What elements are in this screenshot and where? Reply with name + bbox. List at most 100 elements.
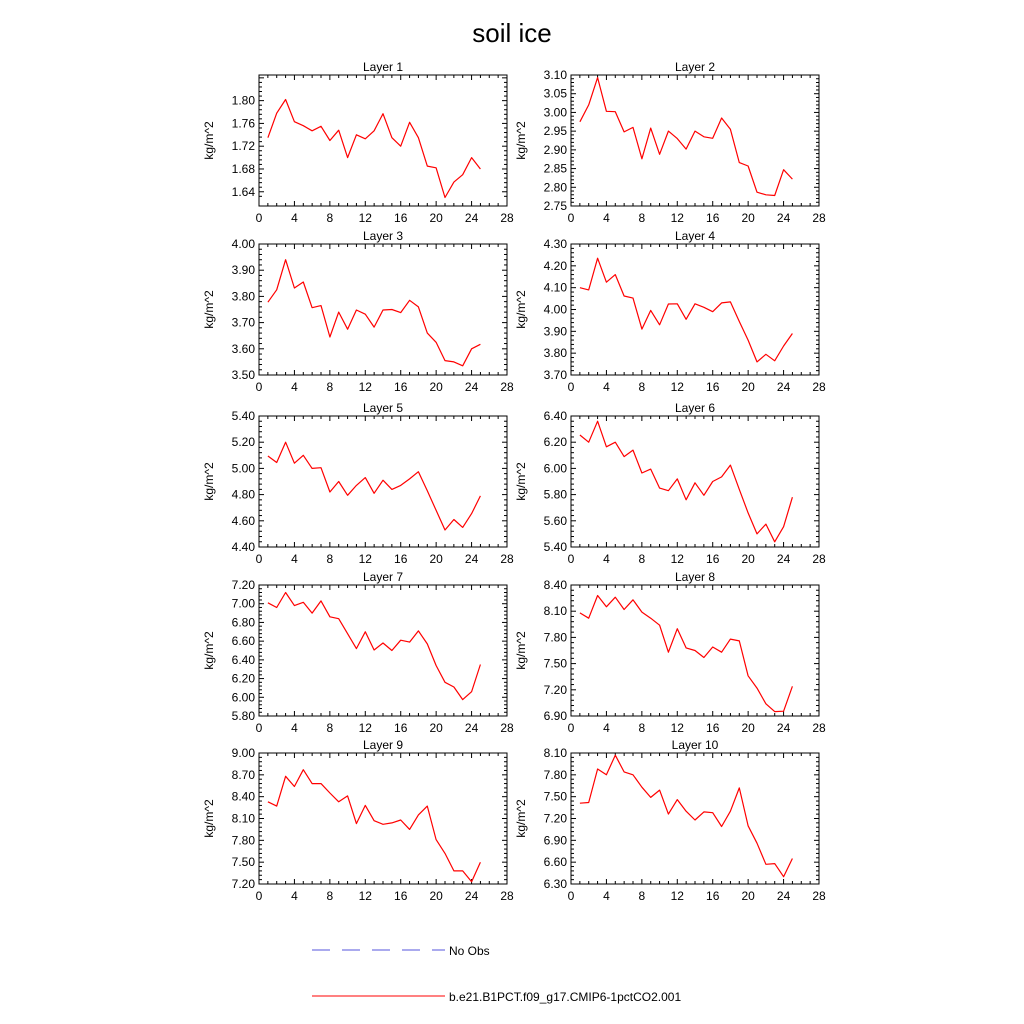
x-tick-label: 24 xyxy=(777,889,791,903)
x-tick-label: 24 xyxy=(465,889,479,903)
y-tick-label: 6.60 xyxy=(232,634,256,648)
y-tick-label: 2.85 xyxy=(544,162,568,176)
figure-title: soil ice xyxy=(472,18,551,48)
y-tick-label: 5.80 xyxy=(232,709,256,723)
panel-title: Layer 5 xyxy=(363,401,403,415)
x-tick-label: 16 xyxy=(706,380,720,394)
plot-frame xyxy=(570,74,820,207)
y-tick-label: 3.70 xyxy=(232,316,256,330)
panel-title: Layer 4 xyxy=(675,229,715,243)
y-tick-label: 6.00 xyxy=(544,461,568,475)
x-tick-label: 24 xyxy=(777,552,791,566)
panel-title: Layer 9 xyxy=(363,738,403,752)
x-tick-label: 8 xyxy=(327,889,334,903)
x-tick-label: 8 xyxy=(639,552,646,566)
x-tick-label: 0 xyxy=(568,380,575,394)
y-tick-label: 7.00 xyxy=(232,597,256,611)
panel-title: Layer 1 xyxy=(363,60,403,74)
x-tick-label: 8 xyxy=(327,211,334,225)
y-tick-label: 9.00 xyxy=(232,746,256,760)
y-tick-label: 6.40 xyxy=(232,653,256,667)
x-tick-label: 28 xyxy=(812,721,826,735)
y-tick-label: 8.40 xyxy=(232,790,256,804)
x-tick-label: 12 xyxy=(671,552,685,566)
x-tick-label: 12 xyxy=(359,552,373,566)
plot-frame xyxy=(258,752,508,885)
x-tick-label: 28 xyxy=(500,889,514,903)
x-tick-label: 4 xyxy=(291,380,298,394)
y-tick-label: 4.10 xyxy=(544,281,568,295)
y-tick-label: 7.20 xyxy=(544,683,568,697)
y-tick-label: 2.90 xyxy=(544,143,568,157)
y-tick-label: 7.50 xyxy=(232,855,256,869)
y-tick-label: 3.80 xyxy=(232,289,256,303)
y-tick-label: 3.10 xyxy=(544,68,568,82)
y-tick-label: 3.90 xyxy=(232,263,256,277)
x-tick-label: 8 xyxy=(639,211,646,225)
x-tick-label: 28 xyxy=(500,380,514,394)
series-line-layer-10 xyxy=(579,754,793,878)
y-tick-label: 4.80 xyxy=(232,488,256,502)
panel-layer-8: Layer 8 kg/m^2 0 4 8 12 16 20 24 28 6.90 7.20 7.50 7.… xyxy=(514,570,826,735)
x-tick-label: 16 xyxy=(394,721,408,735)
x-tick-label: 20 xyxy=(429,211,443,225)
x-tick-label: 0 xyxy=(256,552,263,566)
y-tick-label: 3.60 xyxy=(232,342,256,356)
panel-layer-9: Layer 9 kg/m^2 0 4 8 12 16 20 24 28 7.20 7.50 7.80 8.… xyxy=(202,738,514,903)
y-tick-label: 8.40 xyxy=(544,578,568,592)
panel-title: Layer 10 xyxy=(672,738,719,752)
y-tick-label: 5.20 xyxy=(232,435,256,449)
x-tick-label: 20 xyxy=(429,889,443,903)
y-tick-label: 4.30 xyxy=(544,237,568,251)
x-tick-label: 4 xyxy=(291,889,298,903)
y-axis-label: kg/m^2 xyxy=(202,799,216,838)
panel-layer-10: Layer 10 kg/m^2 0 4 8 12 16 20 24 28 6.30 6.60 6.90 7… xyxy=(514,738,826,903)
series-line-layer-7 xyxy=(267,591,481,701)
x-tick-label: 24 xyxy=(465,721,479,735)
y-tick-label: 6.30 xyxy=(544,877,568,891)
x-tick-label: 12 xyxy=(671,380,685,394)
y-tick-label: 6.60 xyxy=(544,855,568,869)
series-line-layer-6 xyxy=(579,420,793,543)
panel-title: Layer 6 xyxy=(675,401,715,415)
x-tick-label: 8 xyxy=(327,380,334,394)
panel-title: Layer 3 xyxy=(363,229,403,243)
y-tick-label: 3.70 xyxy=(544,368,568,382)
y-axis-label: kg/m^2 xyxy=(514,799,528,838)
x-tick-label: 20 xyxy=(741,721,755,735)
x-tick-label: 12 xyxy=(359,721,373,735)
x-tick-label: 4 xyxy=(291,211,298,225)
y-axis-label: kg/m^2 xyxy=(514,121,528,160)
y-tick-label: 8.10 xyxy=(232,812,256,826)
y-tick-label: 6.20 xyxy=(544,435,568,449)
x-tick-label: 12 xyxy=(359,380,373,394)
y-tick-label: 2.75 xyxy=(544,199,568,213)
y-tick-label: 1.80 xyxy=(232,94,256,108)
y-tick-label: 4.20 xyxy=(544,259,568,273)
x-tick-label: 28 xyxy=(500,721,514,735)
x-tick-label: 24 xyxy=(777,211,791,225)
y-tick-label: 7.80 xyxy=(232,833,256,847)
y-tick-label: 4.40 xyxy=(232,540,256,554)
y-tick-label: 7.20 xyxy=(232,578,256,592)
x-tick-label: 0 xyxy=(256,721,263,735)
y-axis-label: kg/m^2 xyxy=(514,462,528,501)
y-tick-label: 2.80 xyxy=(544,180,568,194)
y-tick-label: 1.64 xyxy=(232,185,256,199)
y-tick-label: 3.05 xyxy=(544,87,568,101)
y-tick-label: 4.60 xyxy=(232,514,256,528)
x-tick-label: 0 xyxy=(256,211,263,225)
x-tick-label: 24 xyxy=(465,380,479,394)
x-tick-label: 16 xyxy=(394,211,408,225)
series-line-layer-3 xyxy=(267,259,481,367)
series-line-layer-1 xyxy=(267,98,481,199)
panel-layer-3: Layer 3 kg/m^2 0 4 8 12 16 20 24 28 3.50 3.60 3.70 3.… xyxy=(202,229,514,394)
x-tick-label: 12 xyxy=(671,721,685,735)
y-tick-label: 3.50 xyxy=(232,368,256,382)
y-tick-label: 7.50 xyxy=(544,790,568,804)
x-tick-label: 16 xyxy=(706,211,720,225)
y-tick-label: 7.80 xyxy=(544,630,568,644)
x-tick-label: 28 xyxy=(812,211,826,225)
panel-layer-7: Layer 7 kg/m^2 0 4 8 12 16 20 24 28 5.80 6.00 6.20 6.… xyxy=(202,570,514,735)
x-tick-label: 28 xyxy=(500,552,514,566)
